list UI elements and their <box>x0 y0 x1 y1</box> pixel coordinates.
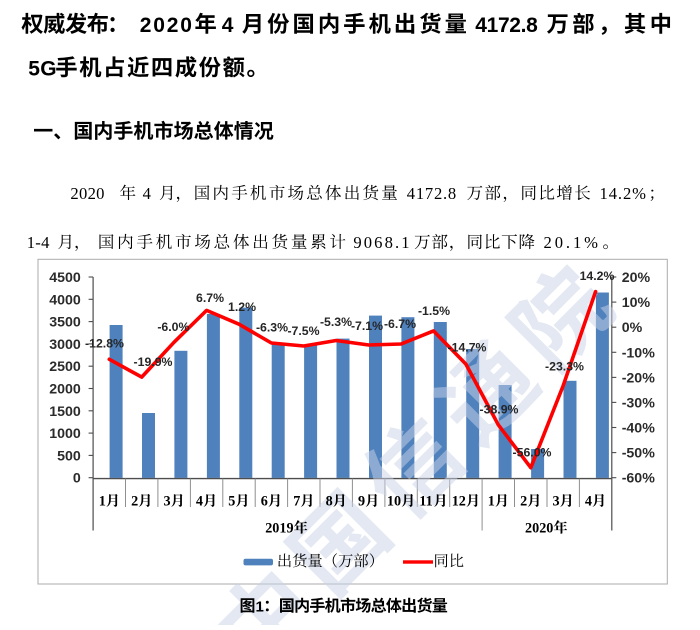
svg-text:-30%: -30% <box>622 395 656 411</box>
svg-text:0: 0 <box>73 471 81 487</box>
svg-text:4: 4 <box>585 494 592 510</box>
svg-text:2: 2 <box>131 494 138 510</box>
svg-text:4500: 4500 <box>49 270 81 286</box>
svg-text:-60%: -60% <box>622 471 656 487</box>
svg-text:-7.1%: -7.1% <box>351 319 383 333</box>
svg-text:-12.8%: -12.8% <box>85 337 124 351</box>
svg-text:-56.0%: -56.0% <box>513 445 552 459</box>
svg-text:1500: 1500 <box>49 404 81 420</box>
svg-text:4172.8: 4172.8 <box>475 14 538 37</box>
svg-text:5G: 5G <box>28 57 57 80</box>
svg-text:-38.9%: -38.9% <box>480 403 519 417</box>
svg-text:9: 9 <box>358 494 365 510</box>
svg-text:2020: 2020 <box>140 14 194 37</box>
svg-text:2020: 2020 <box>70 184 104 203</box>
svg-text:20%: 20% <box>622 270 651 286</box>
svg-text:2500: 2500 <box>49 359 81 375</box>
svg-text:6: 6 <box>261 494 268 510</box>
svg-text:-10%: -10% <box>622 345 656 361</box>
svg-text:-6.3%: -6.3% <box>256 321 288 335</box>
svg-text:8: 8 <box>326 494 333 510</box>
svg-text:20.1%: 20.1% <box>544 233 601 252</box>
svg-text:10%: 10% <box>622 295 651 311</box>
svg-text:1: 1 <box>488 494 495 510</box>
svg-text:-7.5%: -7.5% <box>287 324 319 338</box>
svg-text:-14.7%: -14.7% <box>448 340 487 354</box>
svg-text:-5.3%: -5.3% <box>320 315 352 329</box>
svg-text:5: 5 <box>228 494 235 510</box>
svg-text:-6.7%: -6.7% <box>384 317 416 331</box>
svg-text:14.2%: 14.2% <box>580 269 615 283</box>
svg-text:0%: 0% <box>622 320 643 336</box>
svg-text:-40%: -40% <box>622 421 656 437</box>
svg-text:3000: 3000 <box>49 337 81 353</box>
svg-text:1-4: 1-4 <box>27 233 50 252</box>
svg-text:3: 3 <box>164 494 171 510</box>
svg-text:14.2%: 14.2% <box>600 184 647 203</box>
svg-text:4000: 4000 <box>49 292 81 308</box>
svg-text:4: 4 <box>143 184 152 203</box>
svg-text:1.2%: 1.2% <box>228 300 256 314</box>
svg-text:500: 500 <box>57 448 81 464</box>
svg-text:4: 4 <box>222 14 234 37</box>
svg-text:-6.0%: -6.0% <box>157 320 189 334</box>
svg-text:-19.9%: -19.9% <box>134 355 173 369</box>
svg-text:2000: 2000 <box>49 382 81 398</box>
svg-text:4172.8: 4172.8 <box>407 184 457 203</box>
svg-text:2019: 2019 <box>265 521 293 537</box>
svg-text:9068.1: 9068.1 <box>353 233 411 252</box>
svg-text:12: 12 <box>452 494 466 510</box>
svg-text:-1.5%: -1.5% <box>418 304 450 318</box>
svg-text:1: 1 <box>256 598 264 615</box>
svg-text:-20%: -20% <box>622 370 656 386</box>
svg-text:-23.3%: -23.3% <box>545 360 584 374</box>
svg-text:1: 1 <box>99 494 106 510</box>
svg-text:2: 2 <box>520 494 527 510</box>
svg-text:10: 10 <box>387 494 401 510</box>
svg-text:2020: 2020 <box>525 521 553 537</box>
svg-text:4: 4 <box>196 494 203 510</box>
svg-text:6.7%: 6.7% <box>196 291 224 305</box>
svg-text:7: 7 <box>293 494 300 510</box>
svg-text:11: 11 <box>419 494 432 510</box>
svg-text:3500: 3500 <box>49 315 81 331</box>
svg-text:1000: 1000 <box>49 426 81 442</box>
svg-text:3: 3 <box>553 494 560 510</box>
svg-text:-50%: -50% <box>622 446 656 462</box>
